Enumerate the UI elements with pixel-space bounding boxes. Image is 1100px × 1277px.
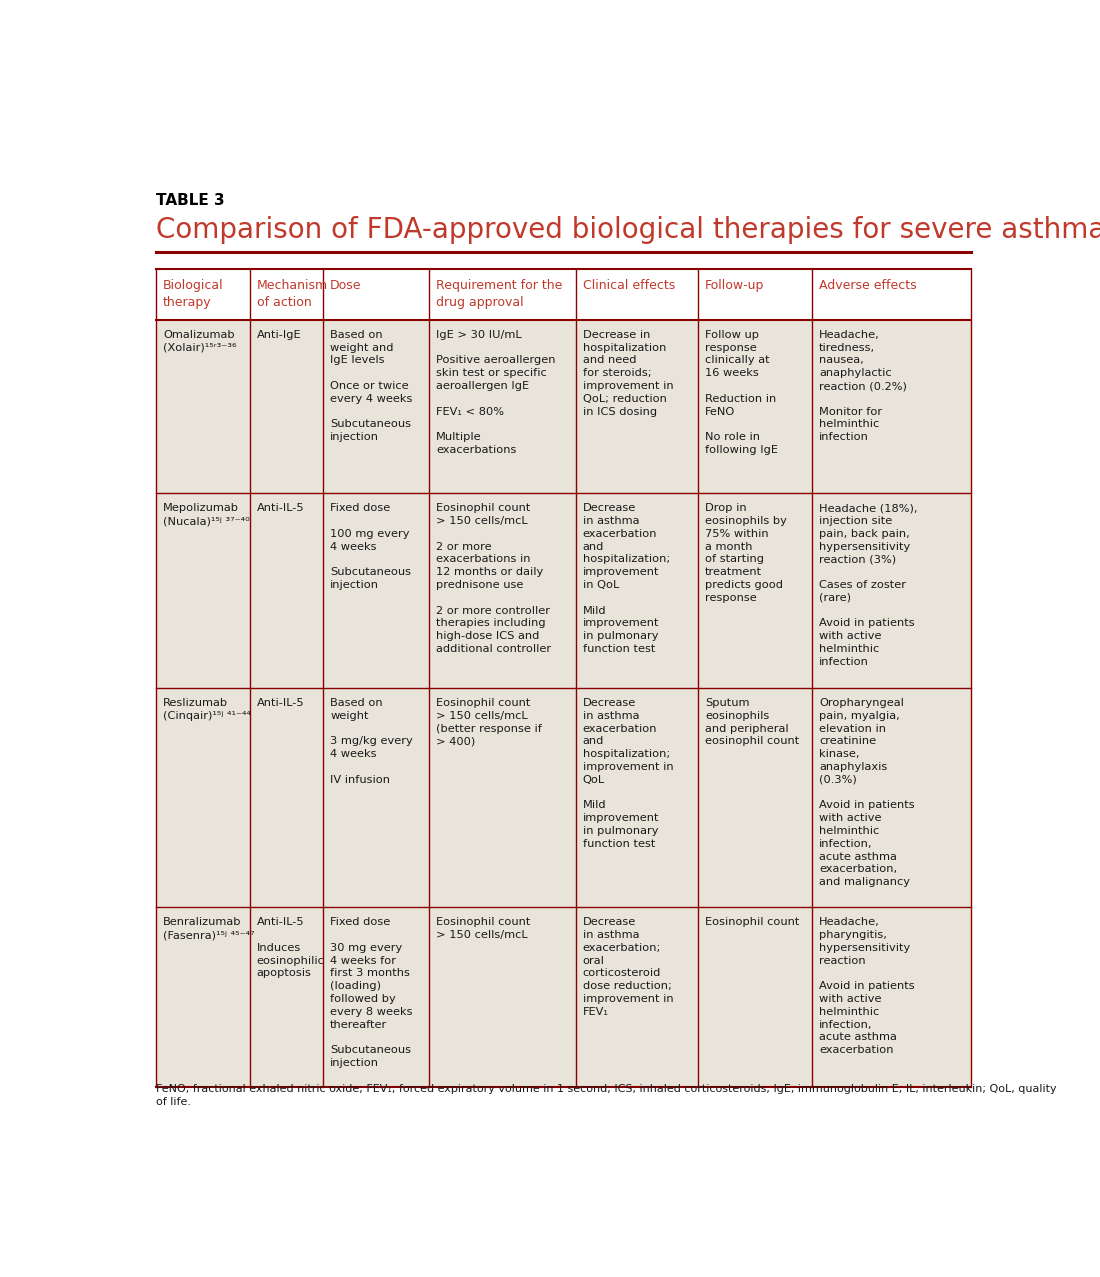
Bar: [156, 269, 971, 321]
Bar: [156, 688, 971, 908]
Text: Drop in
eosinophils by
75% within
a month
of starting
treatment
predicts good
re: Drop in eosinophils by 75% within a mont…: [705, 503, 786, 603]
Text: Eosinophil count
> 150 cells/mcL
(better response if
> 400): Eosinophil count > 150 cells/mcL (better…: [436, 699, 542, 746]
Text: Decrease in
hospitalization
and need
for steroids;
improvement in
QoL; reduction: Decrease in hospitalization and need for…: [583, 329, 673, 416]
Text: Dose: Dose: [330, 280, 362, 292]
Text: Anti-IL-5

Induces
eosinophilic
apoptosis: Anti-IL-5 Induces eosinophilic apoptosis: [256, 917, 324, 978]
Text: Eosinophil count
> 150 cells/mcL: Eosinophil count > 150 cells/mcL: [436, 917, 530, 940]
Text: Decrease
in asthma
exacerbation
and
hospitalization;
improvement in
QoL

Mild
im: Decrease in asthma exacerbation and hosp…: [583, 699, 673, 849]
Text: Sputum
eosinophils
and peripheral
eosinophil count: Sputum eosinophils and peripheral eosino…: [705, 699, 800, 746]
Bar: [156, 321, 971, 493]
Text: Decrease
in asthma
exacerbation;
oral
corticosteroid
dose reduction;
improvement: Decrease in asthma exacerbation; oral co…: [583, 917, 673, 1016]
Text: Oropharyngeal
pain, myalgia,
elevation in
creatinine
kinase,
anaphylaxis
(0.3%)
: Oropharyngeal pain, myalgia, elevation i…: [820, 699, 915, 888]
Text: Headache,
pharyngitis,
hypersensitivity
reaction

Avoid in patients
with active
: Headache, pharyngitis, hypersensitivity …: [820, 917, 915, 1055]
Text: Eosinophil count: Eosinophil count: [705, 917, 800, 927]
Text: Decrease
in asthma
exacerbation
and
hospitalization;
improvement
in QoL

Mild
im: Decrease in asthma exacerbation and hosp…: [583, 503, 670, 654]
Text: Based on
weight and
IgE levels

Once or twice
every 4 weeks

Subcutaneous
inject: Based on weight and IgE levels Once or t…: [330, 329, 412, 442]
Text: Comparison of FDA-approved biological therapies for severe asthma: Comparison of FDA-approved biological th…: [156, 216, 1100, 244]
Text: Clinical effects: Clinical effects: [583, 280, 675, 292]
Text: FeNO, fractional exhaled nitric oxide; FEV₁, forced expiratory volume in 1 secon: FeNO, fractional exhaled nitric oxide; F…: [156, 1084, 1057, 1107]
Text: Anti-IL-5: Anti-IL-5: [256, 699, 305, 707]
Text: Mepolizumab
(Nucala)¹⁵ʲ ³⁷⁻⁴⁰: Mepolizumab (Nucala)¹⁵ʲ ³⁷⁻⁴⁰: [163, 503, 250, 526]
Bar: [156, 493, 971, 688]
Text: Mechanism
of action: Mechanism of action: [256, 280, 328, 309]
Text: Headache,
tiredness,
nausea,
anaphylactic
reaction (0.2%)

Monitor for
helminthi: Headache, tiredness, nausea, anaphylacti…: [820, 329, 908, 442]
Text: Omalizumab
(Xolair)¹⁵ʳ³⁻³⁶: Omalizumab (Xolair)¹⁵ʳ³⁻³⁶: [163, 329, 236, 352]
Text: Follow-up: Follow-up: [705, 280, 764, 292]
Text: Anti-IL-5: Anti-IL-5: [256, 503, 305, 513]
Text: TABLE 3: TABLE 3: [156, 193, 224, 208]
Text: Biological
therapy: Biological therapy: [163, 280, 223, 309]
Text: Benralizumab
(Fasenra)¹⁵ʲ ⁴⁵⁻⁴⁷: Benralizumab (Fasenra)¹⁵ʲ ⁴⁵⁻⁴⁷: [163, 917, 255, 940]
Text: Anti-IgE: Anti-IgE: [256, 329, 301, 340]
Text: IgE > 30 IU/mL

Positive aeroallergen
skin test or specific
aeroallergen IgE

FE: IgE > 30 IU/mL Positive aeroallergen ski…: [436, 329, 556, 455]
Text: Eosinophil count
> 150 cells/mcL

2 or more
exacerbations in
12 months or daily
: Eosinophil count > 150 cells/mcL 2 or mo…: [436, 503, 551, 654]
Text: Adverse effects: Adverse effects: [820, 280, 916, 292]
Text: Fixed dose

100 mg every
4 weeks

Subcutaneous
injection: Fixed dose 100 mg every 4 weeks Subcutan…: [330, 503, 411, 590]
Text: Headache (18%),
injection site
pain, back pain,
hypersensitivity
reaction (3%)

: Headache (18%), injection site pain, bac…: [820, 503, 917, 667]
Bar: [156, 908, 971, 1087]
Text: Requirement for the
drug approval: Requirement for the drug approval: [436, 280, 562, 309]
Text: Follow up
response
clinically at
16 weeks

Reduction in
FeNO

No role in
followi: Follow up response clinically at 16 week…: [705, 329, 778, 455]
Text: Fixed dose

30 mg every
4 weeks for
first 3 months
(loading)
followed by
every 8: Fixed dose 30 mg every 4 weeks for first…: [330, 917, 412, 1068]
Text: Reslizumab
(Cinqair)¹⁵ʲ ⁴¹⁻⁴⁴: Reslizumab (Cinqair)¹⁵ʲ ⁴¹⁻⁴⁴: [163, 699, 251, 720]
Text: Based on
weight

3 mg/kg every
4 weeks

IV infusion: Based on weight 3 mg/kg every 4 weeks IV…: [330, 699, 412, 785]
